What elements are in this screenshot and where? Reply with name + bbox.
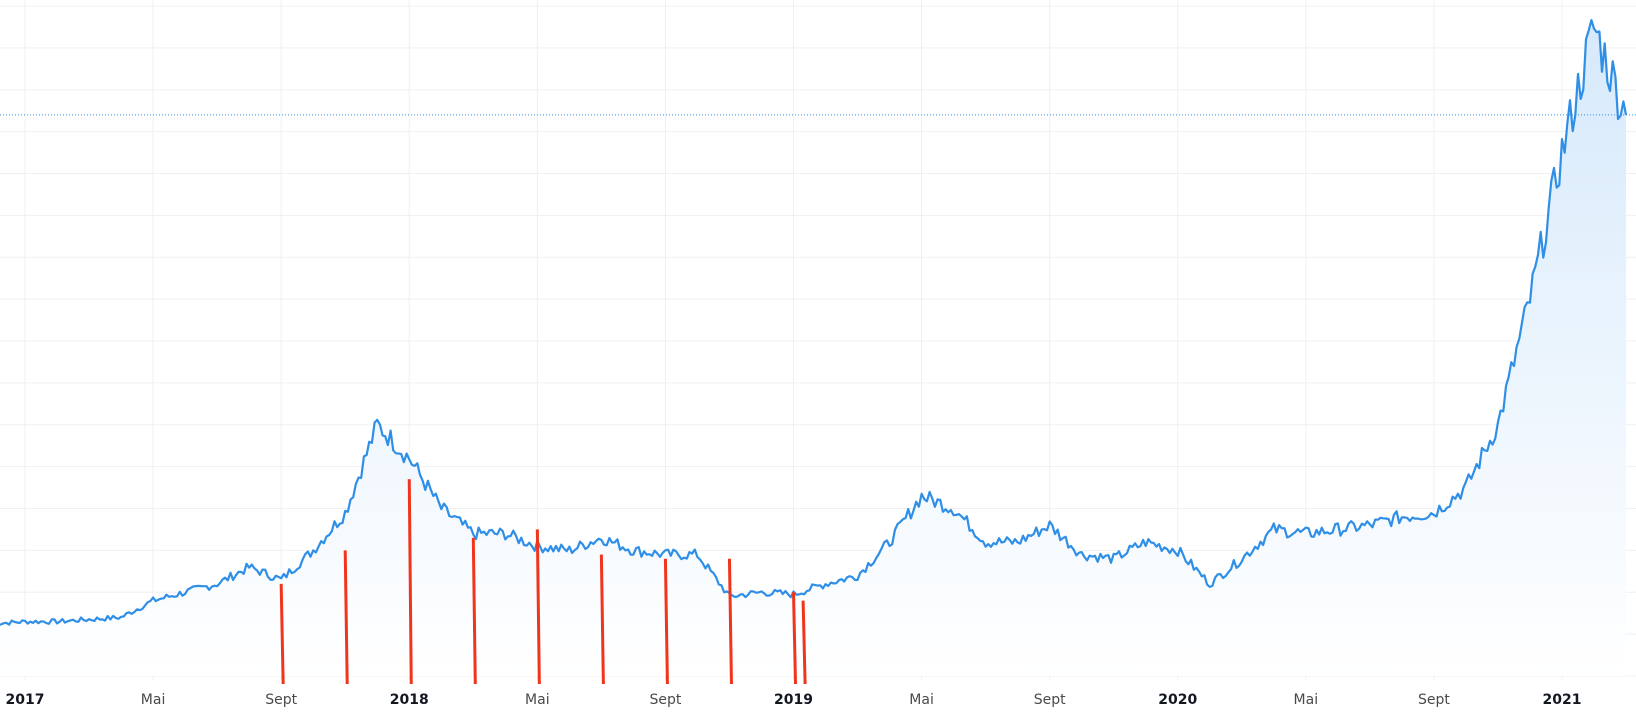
marker-line (471, 537, 477, 685)
marker-line (599, 554, 605, 685)
price-area-fill (0, 20, 1626, 676)
x-tick-label: 2019 (774, 692, 813, 708)
marker-line (727, 558, 733, 685)
x-tick-label: Mai (525, 692, 550, 708)
marker-line (343, 550, 349, 685)
x-tick-label: Mai (141, 692, 166, 708)
price-series-line (0, 19, 1628, 626)
x-tick-label: 2021 (1543, 692, 1582, 708)
x-tick-label: Sept (1418, 692, 1450, 708)
x-tick-label: Sept (265, 692, 297, 708)
x-axis: 2017 Mai Sept 2018 Mai Sept 2019 Mai Sept 2020 Mai… (6, 692, 1582, 708)
marker-line (663, 558, 669, 685)
x-tick-label: 2018 (390, 692, 429, 708)
marker-line (407, 479, 413, 685)
x-tick-label: 2017 (6, 692, 45, 708)
marker-line (535, 529, 541, 685)
marker-line (801, 600, 807, 685)
x-tick-label: 2020 (1158, 692, 1197, 708)
x-tick-label: Sept (649, 692, 681, 708)
marker-line (279, 583, 285, 685)
x-tick-label: Sept (1034, 692, 1066, 708)
x-tick-label: Mai (1294, 692, 1319, 708)
marker-lines (279, 479, 807, 685)
x-tick-label: Mai (909, 692, 934, 708)
marker-line (792, 592, 797, 685)
